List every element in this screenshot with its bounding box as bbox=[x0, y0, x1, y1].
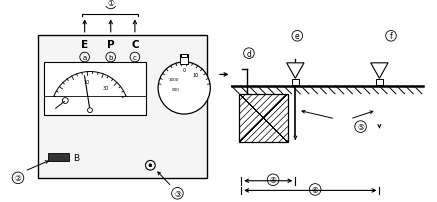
Text: ④: ④ bbox=[270, 175, 277, 184]
Text: 500: 500 bbox=[172, 87, 180, 92]
Text: P: P bbox=[107, 40, 114, 50]
Text: 1000: 1000 bbox=[168, 78, 179, 82]
Polygon shape bbox=[371, 63, 388, 79]
Circle shape bbox=[87, 108, 92, 113]
Text: ②: ② bbox=[14, 174, 21, 182]
Text: a: a bbox=[83, 55, 87, 61]
Text: 0: 0 bbox=[183, 67, 186, 72]
Polygon shape bbox=[287, 63, 304, 79]
Bar bbox=[38, 36, 208, 178]
Text: ⑥: ⑥ bbox=[312, 185, 319, 194]
Circle shape bbox=[158, 63, 210, 115]
Bar bbox=[239, 94, 288, 142]
Text: e: e bbox=[295, 32, 300, 41]
Text: c: c bbox=[133, 55, 137, 61]
Bar bbox=[48, 153, 69, 162]
Text: 10: 10 bbox=[84, 80, 90, 85]
Circle shape bbox=[149, 164, 152, 167]
Text: d: d bbox=[246, 49, 251, 58]
Bar bbox=[180, 55, 188, 64]
Text: ①: ① bbox=[108, 0, 114, 8]
Text: B: B bbox=[73, 153, 79, 162]
Text: 30: 30 bbox=[102, 85, 108, 90]
Text: ⑤: ⑤ bbox=[357, 122, 364, 132]
Circle shape bbox=[146, 161, 155, 170]
Bar bbox=[376, 80, 383, 86]
Text: C: C bbox=[131, 40, 139, 50]
Text: 10: 10 bbox=[193, 73, 199, 78]
Bar bbox=[292, 80, 299, 86]
Text: b: b bbox=[108, 55, 113, 61]
Bar bbox=[44, 63, 146, 116]
Text: E: E bbox=[81, 40, 88, 50]
Text: ③: ③ bbox=[174, 189, 181, 198]
Text: f: f bbox=[390, 32, 392, 41]
